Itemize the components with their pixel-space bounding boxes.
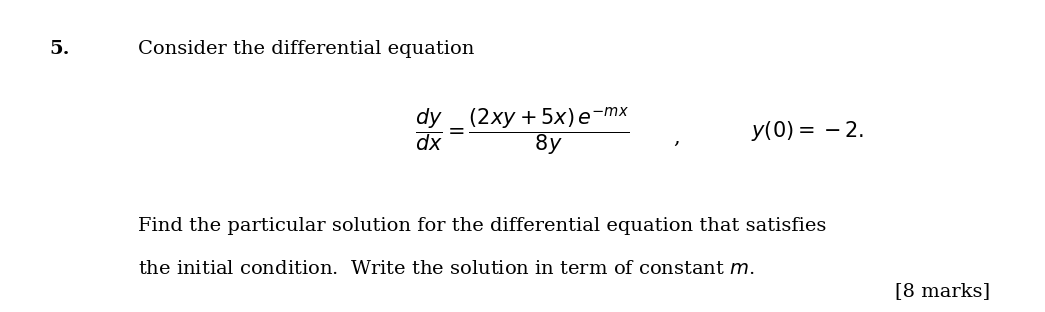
Text: the initial condition.  Write the solution in term of constant $m$.: the initial condition. Write the solutio… (138, 260, 754, 278)
Text: Consider the differential equation: Consider the differential equation (138, 40, 474, 57)
Text: $y(0) = -2.$: $y(0) = -2.$ (751, 119, 864, 144)
Text: $\dfrac{dy}{dx} = \dfrac{(2xy + 5x)\,e^{-mx}}{8y}$: $\dfrac{dy}{dx} = \dfrac{(2xy + 5x)\,e^{… (415, 105, 630, 158)
Text: Find the particular solution for the differential equation that satisfies: Find the particular solution for the dif… (138, 217, 827, 235)
Text: ,: , (673, 128, 680, 147)
Text: [8 marks]: [8 marks] (896, 282, 991, 300)
Text: 5.: 5. (49, 40, 70, 57)
